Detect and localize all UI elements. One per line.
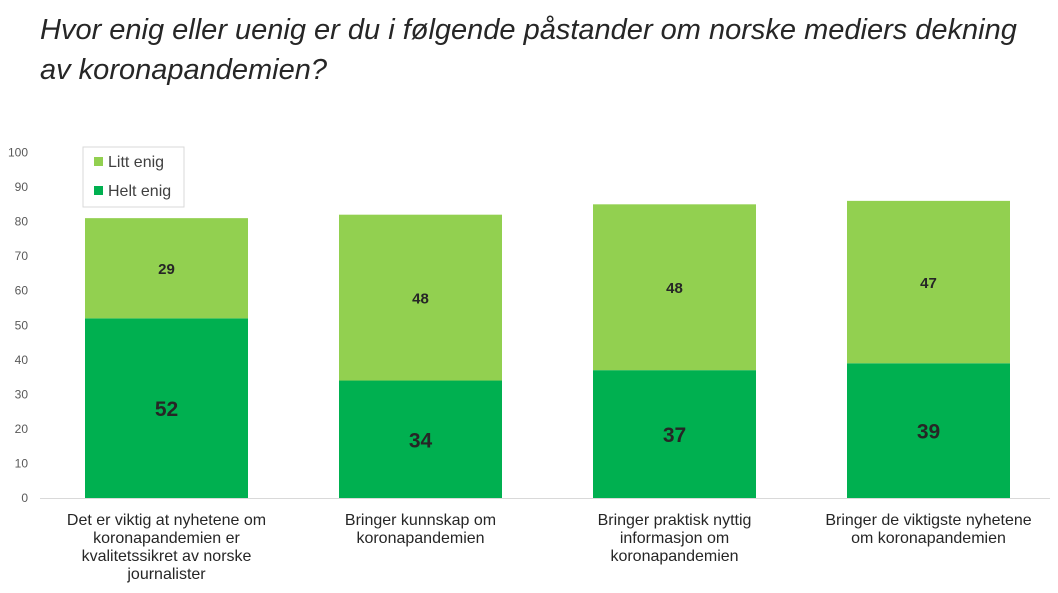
y-tick-label: 20 bbox=[15, 422, 29, 436]
y-tick-label: 100 bbox=[8, 146, 28, 160]
x-category-label: Bringer kunnskap om bbox=[345, 512, 496, 529]
data-label-helt-enig: 52 bbox=[155, 398, 178, 421]
bar-helt-enig bbox=[339, 380, 502, 498]
legend-label: Litt enig bbox=[108, 154, 164, 171]
data-label-litt-enig: 47 bbox=[920, 275, 937, 292]
x-category-label: Bringer de viktigste nyhetene bbox=[825, 512, 1031, 529]
bar-helt-enig bbox=[85, 318, 248, 498]
x-category-label: om koronapandemien bbox=[851, 530, 1006, 547]
y-tick-label: 60 bbox=[15, 284, 29, 298]
bar-litt-enig bbox=[847, 200, 1010, 364]
bar-helt-enig bbox=[593, 370, 756, 498]
bar-helt-enig bbox=[847, 363, 1010, 498]
legend-swatch bbox=[94, 186, 103, 195]
chart-title: Hvor enig eller uenig er du i følgende p… bbox=[40, 14, 1017, 86]
data-label-litt-enig: 29 bbox=[158, 261, 175, 278]
legend-swatch bbox=[94, 157, 103, 166]
x-category-label: koronapandemien er bbox=[93, 530, 240, 547]
data-label-litt-enig: 48 bbox=[666, 280, 683, 297]
bar-litt-enig bbox=[339, 214, 502, 381]
x-category-label: journalister bbox=[126, 566, 206, 583]
y-tick-label: 30 bbox=[15, 387, 29, 401]
data-label-helt-enig: 34 bbox=[409, 429, 433, 452]
legend-label: Helt enig bbox=[108, 183, 171, 200]
bar-litt-enig bbox=[593, 204, 756, 371]
x-category-label: kvalitetssikret av norske bbox=[82, 548, 252, 565]
y-tick-label: 0 bbox=[21, 491, 28, 505]
y-tick-label: 40 bbox=[15, 353, 29, 367]
data-label-helt-enig: 37 bbox=[663, 424, 686, 447]
y-tick-label: 10 bbox=[15, 456, 29, 470]
x-category-label: koronapandemien bbox=[356, 530, 484, 547]
y-tick-label: 80 bbox=[15, 215, 29, 229]
y-tick-label: 50 bbox=[15, 318, 29, 332]
x-category-label: Det er viktig at nyhetene om bbox=[67, 512, 266, 529]
data-label-helt-enig: 39 bbox=[917, 421, 940, 444]
x-category-label: Bringer praktisk nyttig bbox=[598, 512, 752, 529]
y-tick-label: 70 bbox=[15, 249, 29, 263]
x-category-label: informasjon om bbox=[620, 530, 729, 547]
y-tick-label: 90 bbox=[15, 180, 29, 194]
x-category-label: koronapandemien bbox=[610, 548, 738, 565]
data-label-litt-enig: 48 bbox=[412, 291, 429, 308]
bar-litt-enig bbox=[85, 218, 248, 319]
